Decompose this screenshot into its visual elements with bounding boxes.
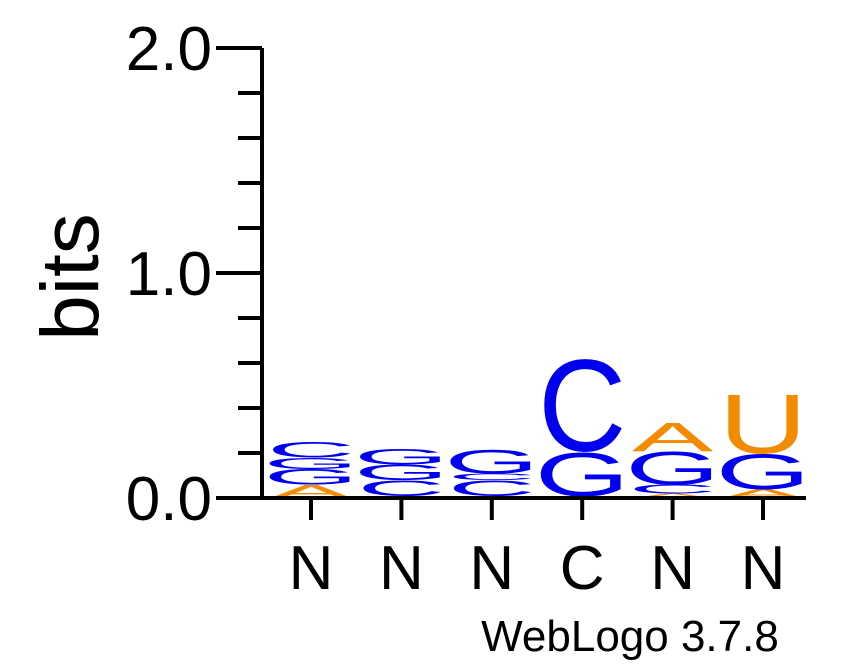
logo-letter-g: G [263, 465, 358, 489]
weblogo-credit: WebLogo 3.7.8 [481, 612, 779, 661]
logo-letter-g: G [354, 460, 449, 484]
x-tick-label: N [379, 534, 424, 603]
x-tick-label: C [560, 534, 605, 603]
y-tick-label: 0.0 [126, 465, 212, 534]
logo-letter-c: C [448, 472, 536, 482]
logo-letter-c: C [628, 482, 716, 496]
logo-letter-g: G [715, 443, 810, 499]
logo-letter-a: A [632, 492, 714, 499]
logo-letter-c: C [267, 438, 355, 462]
x-tick-label: N [469, 534, 514, 603]
x-tick-label: N [741, 534, 786, 603]
y-axis-label: bits [25, 213, 116, 341]
x-tick-label: N [289, 534, 334, 603]
x-tick-label: N [650, 534, 695, 603]
y-tick-label: 2.0 [126, 15, 212, 84]
logo-letter-u: U [719, 377, 807, 471]
logo-letter-g: G [625, 442, 720, 495]
logo-letter-stacks: AGGCACGGACCGAGCACGAAGU [263, 332, 810, 510]
y-tick-label: 1.0 [126, 240, 212, 309]
logo-letter-g: G [354, 445, 449, 469]
logo-letter-g: G [263, 455, 358, 472]
logo-letter-g: G [444, 443, 539, 481]
logo-letter-a: A [632, 415, 714, 460]
chart-axes: 0.01.02.0N N N C N N [126, 15, 806, 603]
logo-letter-c: C [538, 332, 626, 479]
